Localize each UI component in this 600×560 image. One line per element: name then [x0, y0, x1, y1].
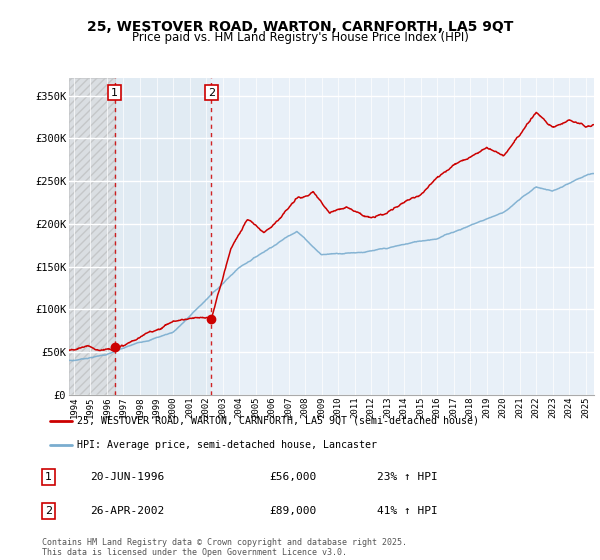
Text: 1: 1: [111, 87, 118, 97]
Text: 2: 2: [208, 87, 215, 97]
Text: HPI: Average price, semi-detached house, Lancaster: HPI: Average price, semi-detached house,…: [77, 440, 377, 450]
Text: 2: 2: [45, 506, 52, 516]
Text: 26-APR-2002: 26-APR-2002: [91, 506, 165, 516]
Bar: [69, 78, 115, 395]
Text: 25, WESTOVER ROAD, WARTON, CARNFORTH, LA5 9QT: 25, WESTOVER ROAD, WARTON, CARNFORTH, LA…: [87, 20, 513, 34]
Text: £89,000: £89,000: [269, 506, 316, 516]
Text: Price paid vs. HM Land Registry's House Price Index (HPI): Price paid vs. HM Land Registry's House …: [131, 31, 469, 44]
Bar: [115, 78, 211, 395]
Text: 20-JUN-1996: 20-JUN-1996: [91, 472, 165, 482]
Text: 25, WESTOVER ROAD, WARTON, CARNFORTH, LA5 9QT (semi-detached house): 25, WESTOVER ROAD, WARTON, CARNFORTH, LA…: [77, 416, 479, 426]
Text: Contains HM Land Registry data © Crown copyright and database right 2025.
This d: Contains HM Land Registry data © Crown c…: [42, 538, 407, 557]
Text: £56,000: £56,000: [269, 472, 316, 482]
Text: 23% ↑ HPI: 23% ↑ HPI: [377, 472, 437, 482]
Text: 41% ↑ HPI: 41% ↑ HPI: [377, 506, 437, 516]
Text: 1: 1: [45, 472, 52, 482]
Bar: [69, 78, 115, 395]
